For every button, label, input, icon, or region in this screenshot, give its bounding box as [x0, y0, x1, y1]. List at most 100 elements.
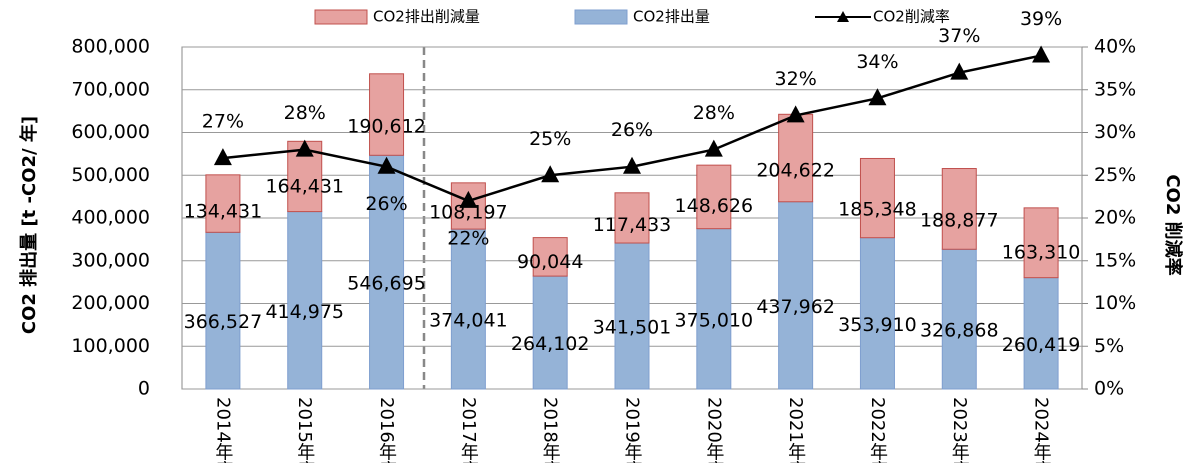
x-tick-label: 2014年度 [212, 397, 233, 463]
line-marker [541, 165, 560, 183]
data-label: 163,310 [1002, 242, 1081, 264]
data-label: 32% [775, 68, 817, 90]
y2-tick-label: 5% [1094, 335, 1124, 357]
y2-tick-label: 35% [1094, 78, 1136, 100]
data-label: 108,197 [429, 201, 508, 223]
data-label: 260,419 [1002, 334, 1081, 356]
legend-label: CO2削減率 [873, 8, 950, 26]
data-label: 148,626 [675, 195, 754, 217]
data-label: 164,431 [265, 175, 344, 197]
data-label: 134,431 [184, 201, 263, 223]
data-label: 28% [284, 102, 326, 124]
y-tick-label: 500,000 [71, 164, 150, 186]
y-tick-label: 600,000 [71, 121, 150, 143]
bar [614, 242, 650, 390]
y-tick-label: 400,000 [71, 207, 150, 229]
line-marker [868, 88, 887, 106]
data-label: 326,868 [920, 320, 999, 342]
data-label: 90,044 [517, 251, 583, 273]
bar [941, 168, 977, 250]
data-label: 27% [202, 111, 244, 133]
x-tick-label: 2021年度 [785, 397, 806, 463]
data-label: 28% [693, 102, 735, 124]
bar [532, 237, 568, 277]
y-tick-label: 800,000 [71, 36, 150, 58]
bar [450, 228, 486, 390]
data-label: 341,501 [593, 317, 672, 339]
bar [778, 201, 814, 390]
bar [369, 154, 405, 390]
legend-swatch [314, 9, 368, 25]
data-label: 375,010 [675, 309, 754, 331]
line-marker [623, 156, 641, 174]
bar [369, 73, 405, 156]
y2-tick-label: 25% [1094, 164, 1136, 186]
x-tick-label: 2020年度 [703, 397, 724, 463]
line-marker [704, 139, 723, 157]
legend-swatch [574, 9, 628, 25]
bar [859, 237, 895, 390]
legend-label: CO2排出量 [633, 8, 710, 26]
data-label: 190,612 [347, 115, 426, 137]
bar [696, 228, 732, 390]
line-marker [786, 105, 805, 123]
line-marker [213, 148, 232, 166]
x-tick-label: 2019年度 [622, 397, 643, 463]
y2-tick-label: 10% [1094, 292, 1136, 314]
bar [1023, 277, 1059, 390]
x-tick-label: 2016年度 [376, 397, 397, 463]
bar [941, 248, 977, 390]
y2-tick-label: 0% [1094, 378, 1124, 400]
y-tick-label: 300,000 [71, 249, 150, 271]
y-tick-label: 100,000 [71, 335, 150, 357]
y2-tick-label: 15% [1094, 249, 1136, 271]
data-label: 546,695 [347, 273, 426, 295]
y-tick-label: 200,000 [71, 292, 150, 314]
data-label: 414,975 [265, 301, 344, 323]
bar [859, 157, 895, 239]
line-marker [950, 62, 969, 80]
line-marker [1032, 45, 1051, 63]
x-tick-label: 2018年度 [540, 397, 561, 463]
data-label: 117,433 [593, 214, 672, 236]
data-label: 366,527 [184, 311, 263, 333]
bar [205, 231, 241, 390]
x-tick-label: 2022年度 [867, 397, 888, 463]
data-label: 204,622 [756, 160, 835, 182]
y2-tick-label: 40% [1094, 36, 1136, 58]
data-label: 39% [1020, 8, 1062, 30]
data-label: 353,910 [838, 314, 917, 336]
data-label: 22% [447, 227, 489, 249]
data-label: 37% [938, 25, 980, 47]
bar [614, 192, 650, 244]
y-tick-label: 700,000 [71, 78, 150, 100]
line-marker [295, 139, 314, 157]
y2-axis-label: CO2 削減率 [1162, 174, 1184, 275]
data-label: 437,962 [756, 296, 835, 318]
x-tick-label: 2024年度 [1031, 397, 1052, 463]
bar [696, 164, 732, 230]
y-tick-label: 0 [138, 378, 150, 400]
bar [778, 113, 814, 203]
bar [287, 211, 323, 390]
x-tick-label: 2017年度 [458, 397, 479, 463]
data-label: 25% [529, 128, 571, 150]
data-label: 26% [611, 119, 653, 141]
legend-marker [837, 11, 849, 22]
y2-tick-label: 30% [1094, 121, 1136, 143]
bar [205, 174, 241, 233]
data-label: 34% [856, 51, 898, 73]
data-label: 26% [365, 193, 407, 215]
y-axis-label: CO2 排出量 [t -CO2/ 年] [18, 116, 40, 334]
y2-tick-label: 20% [1094, 207, 1136, 229]
data-label: 264,102 [511, 333, 590, 355]
data-label: 185,348 [838, 198, 917, 220]
x-tick-label: 2015年度 [294, 397, 315, 463]
x-tick-label: 2023年度 [949, 397, 970, 463]
legend-label: CO2排出削減量 [373, 8, 480, 26]
data-label: 188,877 [920, 210, 999, 232]
bar [1023, 207, 1059, 279]
data-label: 374,041 [429, 310, 508, 332]
